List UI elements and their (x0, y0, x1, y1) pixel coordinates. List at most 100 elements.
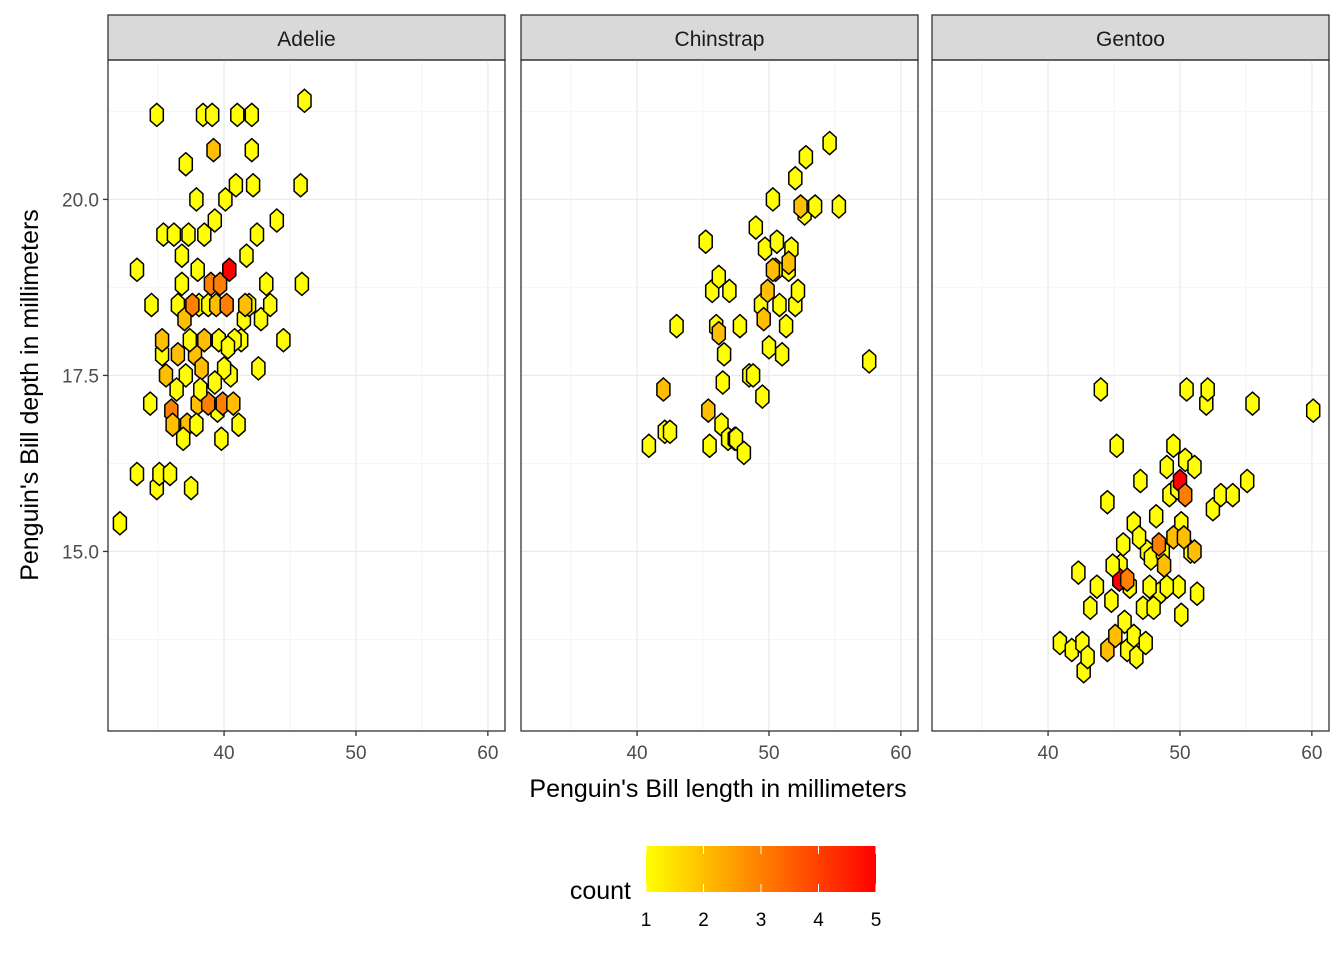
hexbin (112, 510, 128, 536)
hexbin (656, 376, 671, 402)
hexbin (220, 334, 236, 360)
panel-border (520, 59, 919, 732)
hexbin (230, 102, 245, 128)
facet-strip-label: Gentoo (1096, 28, 1165, 51)
y-tick-label: 17.5 (62, 366, 99, 387)
hexbin (715, 370, 731, 396)
hexbin (1174, 602, 1189, 628)
hexbin (1071, 560, 1086, 586)
legend-tick-label: 4 (813, 910, 824, 931)
hexbin (1100, 489, 1115, 515)
hexbins (641, 130, 877, 466)
y-axis-title: Penguin's Bill depth in millimeters (16, 209, 44, 581)
hexbin (170, 341, 186, 367)
hexbin (190, 257, 205, 283)
hexbin (1159, 454, 1175, 480)
hexbin (207, 207, 223, 233)
hexbin (206, 137, 221, 163)
hexbin (757, 236, 773, 262)
hexbin (185, 292, 200, 318)
hexbin (798, 144, 814, 170)
hexbin (793, 194, 808, 220)
hexbin (1179, 376, 1194, 402)
hexbin (702, 433, 717, 459)
hexbin (1189, 581, 1205, 607)
hexbin (1104, 588, 1119, 614)
hexbin (231, 412, 246, 438)
hexbin (769, 229, 785, 255)
hexbin (755, 384, 770, 410)
hexbin (1239, 468, 1255, 494)
hexbin (226, 391, 241, 417)
hexbin (197, 327, 212, 353)
hexbin (1105, 552, 1120, 578)
hexbin (698, 229, 713, 255)
hexbin (1126, 623, 1142, 649)
hexbin (760, 278, 775, 304)
hexbin (269, 207, 285, 233)
hexbin (1200, 376, 1215, 402)
hexbin (154, 327, 170, 353)
hexbin (1117, 609, 1132, 635)
hexbin (214, 426, 229, 452)
hexbin (293, 172, 308, 198)
hexbin (239, 243, 254, 269)
facet-strip (107, 14, 506, 61)
hexbin (193, 376, 208, 402)
hexbin (1213, 482, 1229, 508)
hexbin (182, 327, 198, 353)
hexbin (765, 186, 781, 212)
hexbin (244, 102, 260, 128)
hexbin (259, 271, 274, 297)
hexbin (774, 341, 790, 367)
hexbin (861, 348, 877, 374)
hexbin (1089, 574, 1105, 600)
hexbin (165, 412, 180, 438)
hexbin (129, 461, 145, 487)
hexbin (207, 370, 223, 396)
facet-strip (931, 14, 1330, 61)
hexbin (1080, 644, 1095, 670)
hexbin (1108, 623, 1123, 649)
hexbin (189, 186, 204, 212)
hexbin (204, 102, 220, 128)
hexbin (183, 475, 199, 501)
hexbin (1142, 574, 1157, 600)
hexbin (732, 313, 748, 339)
hexbin (158, 362, 174, 388)
hexbin (169, 376, 184, 402)
hexbin (149, 102, 165, 128)
hexbin (807, 194, 823, 220)
hexbin (297, 88, 312, 114)
legend-tick-label: 5 (871, 910, 882, 931)
hexbin (716, 341, 732, 367)
hexbin (1187, 454, 1202, 480)
y-tick-label: 15.0 (62, 542, 99, 563)
hexbin (178, 362, 194, 388)
legend-tick-label: 1 (641, 910, 652, 931)
hexbin (245, 172, 261, 198)
hexbin (1156, 552, 1172, 578)
hexbin (189, 412, 204, 438)
x-tick-label: 50 (1169, 743, 1190, 764)
hexbin (1225, 482, 1240, 508)
hexbin (1305, 398, 1321, 424)
hexbin (722, 278, 737, 304)
x-tick-label: 40 (1037, 743, 1058, 764)
x-tick-label: 50 (345, 743, 366, 764)
hexbins (1052, 376, 1321, 684)
hexbin (174, 243, 190, 269)
hexbin (175, 426, 191, 452)
hexbin (701, 398, 716, 424)
hexbin (1119, 567, 1135, 593)
hexbin (1131, 524, 1147, 550)
hexbin (1159, 574, 1175, 600)
x-tick-label: 40 (626, 743, 647, 764)
hexbin (219, 292, 234, 318)
hexbin (669, 313, 684, 339)
hexbin (748, 215, 764, 241)
hexbin (294, 271, 310, 297)
legend-title: count (570, 877, 631, 905)
hexbin (736, 440, 752, 466)
